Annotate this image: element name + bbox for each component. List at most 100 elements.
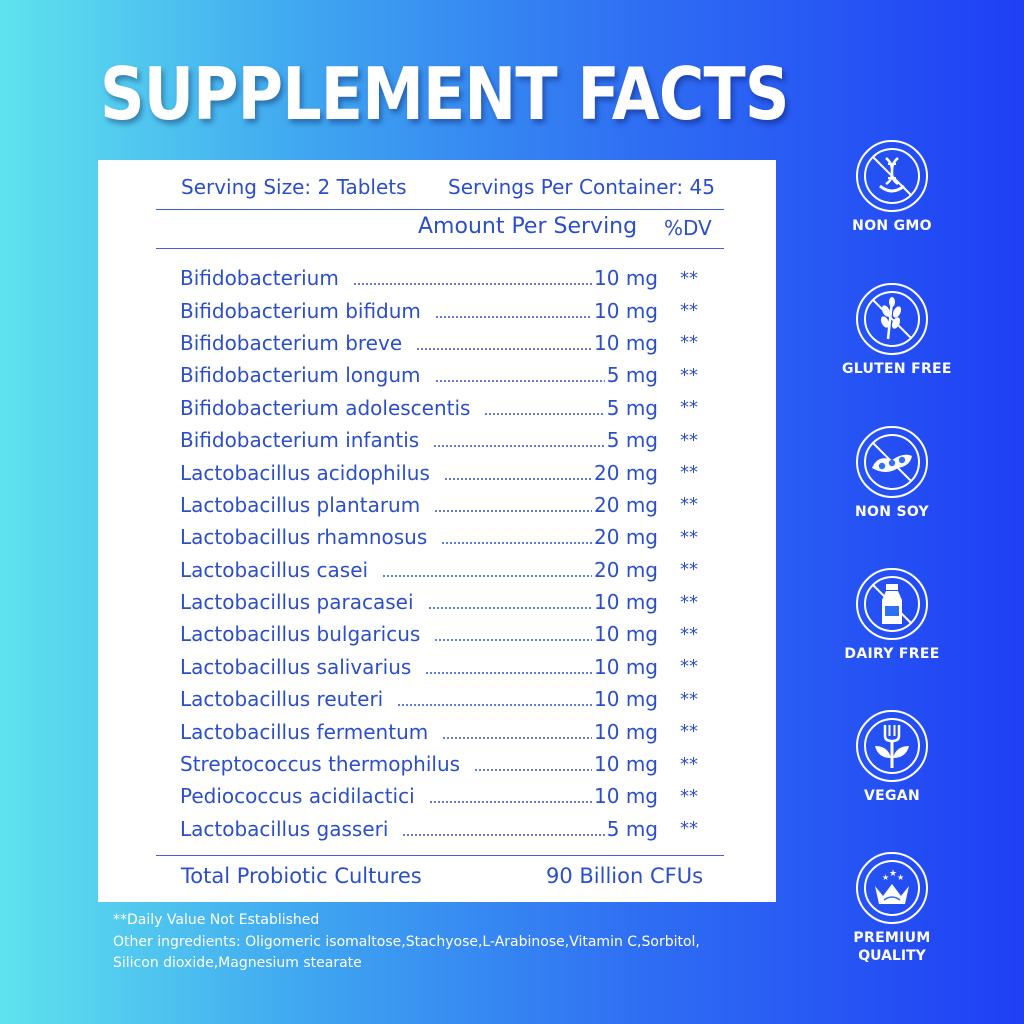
badge-non-gmo: NON GMO [842,140,942,234]
ingredient-row: Lactobacillus reuteri 10 mg ** [180,683,720,715]
ingredient-row: Pediococcus acidilactici 10 mg ** [180,780,720,812]
ingredient-name: Lactobacillus fermentum [180,719,429,744]
ingredient-amount: 5 mg [606,363,658,388]
ingredient-line: Pediococcus acidilactici 10 mg [180,784,658,808]
ingredient-amount: 10 mg [594,719,658,744]
dot-leader [428,801,593,804]
milk-bottle-icon [856,568,928,640]
crown-icon: ★ ★ ★ [856,852,928,924]
ingredient-line: Lactobacillus gasseri 5 mg [180,817,658,841]
dot-leader [443,477,593,480]
badge-dairy-free: DAIRY FREE [842,568,942,662]
ingredient-dv: ** [680,623,698,645]
dot-leader [484,412,605,415]
dot-leader [352,283,593,286]
supplement-facts-panel: Serving Size: 2 Tablets Servings Per Con… [98,160,776,902]
ingredient-row: Bifidobacterium longum 5 mg ** [180,359,720,391]
amount-header: Amount Per Serving [418,214,638,239]
ingredient-line: Lactobacillus fermentum 10 mg [180,720,658,744]
dot-leader [434,315,593,318]
ingredient-row: Lactobacillus paracasei 10 mg ** [180,586,720,618]
ingredient-line: Lactobacillus casei 20 mg [180,558,658,582]
dv-header: %DV [664,216,712,240]
ingredient-line: Bifidobacterium breve 10 mg [180,331,658,355]
ingredient-row: Lactobacillus acidophilus 20 mg ** [180,456,720,488]
ingredient-dv: ** [680,429,698,451]
dot-leader [402,833,605,836]
ingredient-line: Lactobacillus rhamnosus 20 mg [180,525,658,549]
ingredient-line: Lactobacillus paracasei 10 mg [180,590,658,614]
badge-label: GLUTEN FREE [842,361,952,377]
dot-leader [416,347,593,350]
ingredient-name: Bifidobacterium breve [180,330,403,355]
ingredient-name: Pediococcus acidilactici [180,784,415,809]
dot-leader [434,509,593,512]
ingredient-amount: 10 mg [594,298,658,323]
dot-leader [434,639,593,642]
ingredient-amount: 10 mg [594,330,658,355]
ingredient-amount: 20 mg [594,525,658,550]
ingredient-dv: ** [680,267,698,289]
ingredient-name: Lactobacillus reuteri [180,687,384,712]
ingredient-dv: ** [680,753,698,775]
ingredient-row: Lactobacillus casei 20 mg ** [180,554,720,586]
ingredient-amount: 5 mg [606,395,658,420]
ingredient-row: Bifidobacterium breve 10 mg ** [180,327,720,359]
ingredient-amount: 10 mg [594,752,658,777]
badge-label: NON SOY [855,504,929,520]
dot-leader [382,574,593,577]
ingredient-amount: 5 mg [606,816,658,841]
ingredient-row: Lactobacillus fermentum 10 mg ** [180,715,720,747]
ingredient-name: Bifidobacterium [180,266,339,291]
badge-vegan: VEGAN [842,710,942,804]
ingredient-row: Lactobacillus rhamnosus 20 mg ** [180,521,720,553]
dna-icon [856,140,928,212]
ingredient-name: Streptococcus thermophilus [180,752,461,777]
ingredient-amount: 20 mg [594,460,658,485]
ingredient-dv: ** [680,818,698,840]
wheat-icon [856,283,928,355]
ingredient-dv: ** [680,591,698,613]
ingredient-row: Bifidobacterium adolescentis 5 mg ** [180,392,720,424]
ingredient-line: Bifidobacterium longum 5 mg [180,363,658,387]
badge-label: VEGAN [864,788,920,804]
dot-leader [427,607,593,610]
ingredient-row: Lactobacillus salivarius 10 mg ** [180,651,720,683]
dot-leader [397,704,593,707]
ingredient-line: Bifidobacterium bifidum 10 mg [180,299,658,323]
ingredient-name: Bifidobacterium infantis [180,428,420,453]
servings-per-container: Servings Per Container: 45 [448,175,715,199]
ingredient-dv: ** [680,656,698,678]
ingredient-dv: ** [680,559,698,581]
divider [156,209,724,210]
dot-leader [434,380,605,383]
ingredient-dv: ** [680,462,698,484]
ingredient-amount: 20 mg [594,492,658,517]
ingredient-amount: 10 mg [594,784,658,809]
badge-label: DAIRY FREE [844,646,940,662]
fork-leaf-icon [856,710,928,782]
ingredient-amount: 10 mg [594,654,658,679]
svg-text:★: ★ [897,873,904,882]
ingredient-line: Lactobacillus plantarum 20 mg [180,493,658,517]
svg-text:★: ★ [882,873,889,882]
badge-label: PREMIUM [853,930,931,946]
page-title: SUPPLEMENT FACTS [100,52,789,136]
ingredient-row: Bifidobacterium 10 mg ** [180,262,720,294]
ingredient-dv: ** [680,526,698,548]
ingredient-name: Bifidobacterium bifidum [180,298,421,323]
divider [156,248,724,249]
badge-premium-quality: ★ ★ ★ PREMIUM QUALITY [842,852,942,964]
ingredient-name: Lactobacillus casei [180,557,369,582]
total-label: Total Probiotic Cultures [181,864,422,888]
badge-non-soy: NON SOY [842,426,942,520]
ingredient-line: Lactobacillus bulgaricus 10 mg [180,622,658,646]
badge-label-line-2: QUALITY [858,948,926,964]
svg-text:★: ★ [889,869,897,879]
ingredient-dv: ** [680,721,698,743]
badge-gluten-free: GLUTEN FREE [842,283,952,377]
serving-size: Serving Size: 2 Tablets [181,175,407,199]
dv-footnote: **Daily Value Not Established [113,912,320,928]
ingredient-line: Bifidobacterium infantis 5 mg [180,428,658,452]
total-value: 90 Billion CFUs [546,864,704,888]
